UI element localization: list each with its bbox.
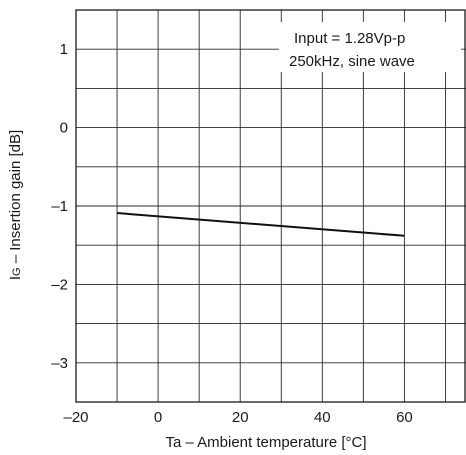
y-tick-labels: –3 –2 –1 0 1 <box>51 41 68 372</box>
annotation-box <box>279 22 461 72</box>
y-tick-label: –3 <box>51 355 68 372</box>
y-axis-label: IG – Insertion gain [dB] <box>7 130 24 280</box>
plot-frame <box>75 9 466 403</box>
y-axis-label-rest: – Insertion gain [dB] <box>7 130 24 268</box>
annotation-line-1: Input = 1.28Vp-p <box>294 30 405 47</box>
y-tick-label: 0 <box>60 120 68 137</box>
x-tick-label: –20 <box>63 409 88 426</box>
x-tick-label: 40 <box>314 409 331 426</box>
x-tick-label: 60 <box>396 409 413 426</box>
series-line <box>116 212 405 237</box>
x-axis-label: Ta – Ambient temperature [°C] <box>165 434 366 451</box>
annotation-line-2: 250kHz, sine wave <box>289 53 415 70</box>
grid-lines <box>76 10 466 402</box>
y-tick-label: –1 <box>51 198 68 215</box>
series-group <box>116 212 405 237</box>
x-tick-label: 0 <box>154 409 162 426</box>
x-tick-labels: –20 0 20 40 60 <box>63 409 412 426</box>
x-tick-label: 20 <box>232 409 249 426</box>
y-axis-label-sub: G <box>11 267 23 276</box>
y-tick-label: –2 <box>51 276 68 293</box>
y-axis-label-main: I <box>7 276 24 280</box>
y-tick-label: 1 <box>60 41 68 58</box>
